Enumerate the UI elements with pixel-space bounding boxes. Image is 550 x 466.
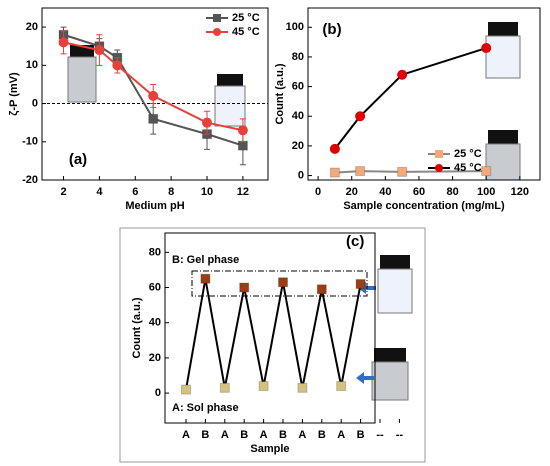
- marker: [148, 90, 159, 101]
- marker: [181, 384, 191, 395]
- x-tick-label: A: [182, 429, 190, 441]
- y-tick-label: 60: [149, 281, 161, 293]
- marker: [329, 143, 340, 154]
- x-tick-label: 12: [237, 186, 249, 198]
- y-tick-label: -20: [22, 174, 38, 186]
- marker: [481, 43, 492, 54]
- x-tick-label: A: [298, 429, 306, 441]
- x-tick-label: 8: [168, 186, 174, 198]
- series-line: [63, 41, 244, 132]
- x-tick-label: A: [260, 429, 268, 441]
- marker: [355, 166, 366, 177]
- marker: [219, 382, 230, 393]
- legend-label: 45 °C: [454, 162, 482, 174]
- legend-label: 25 °C: [232, 12, 260, 24]
- x-tick-label: 100: [477, 186, 495, 198]
- marker: [397, 69, 408, 80]
- x-tick-label: 0: [315, 186, 321, 198]
- legend-label: 25 °C: [454, 148, 482, 160]
- plot-frame: [41, 7, 269, 181]
- marker: [258, 381, 269, 392]
- x-tick-label: 80: [446, 186, 458, 198]
- marker: [336, 381, 347, 392]
- marker: [355, 111, 366, 122]
- y-tick-label: 40: [292, 110, 304, 122]
- marker: [278, 277, 288, 288]
- y-tick-label: 80: [149, 246, 161, 258]
- y-tick-label: 60: [292, 80, 304, 92]
- x-tick-label: B: [357, 429, 365, 441]
- plot-frame: [307, 7, 541, 181]
- x-tick-label: B: [240, 429, 248, 441]
- x-tick-label: 40: [379, 186, 391, 198]
- annotation: B: Gel phase: [172, 254, 239, 266]
- annotation: A: Sol phase: [172, 402, 239, 414]
- x-tick-label: 60: [413, 186, 425, 198]
- panel-border: [119, 227, 426, 463]
- y-tick-label: 20: [149, 352, 161, 364]
- x-tick-label: B: [201, 429, 209, 441]
- marker: [148, 113, 159, 124]
- marker: [237, 140, 248, 151]
- x-axis-label: Medium pH: [125, 200, 184, 212]
- marker: [355, 279, 366, 290]
- x-tick-label: 120: [511, 186, 529, 198]
- vial-image: [67, 22, 521, 401]
- y-tick-label: -10: [22, 136, 38, 148]
- legend-label: 45 °C: [232, 26, 260, 38]
- annotation: (c): [346, 233, 364, 250]
- marker: [202, 117, 213, 128]
- y-tick-label: 0: [298, 169, 304, 181]
- x-tick-label: A: [221, 429, 229, 441]
- y-tick-label: 20: [26, 21, 38, 33]
- y-tick-label: 80: [292, 51, 304, 63]
- plot-frame: [164, 232, 376, 424]
- marker: [239, 282, 250, 293]
- marker: [237, 125, 248, 136]
- x-tick-label: A: [337, 429, 345, 441]
- marker: [329, 167, 340, 178]
- marker: [58, 37, 69, 48]
- series-line: [334, 47, 487, 150]
- marker: [316, 284, 327, 295]
- y-tick-label: 10: [26, 59, 38, 71]
- series-line: [63, 33, 244, 147]
- x-axis-label: Sample: [250, 443, 289, 455]
- y-tick-label: 0: [32, 97, 38, 109]
- annotation: (b): [322, 21, 341, 38]
- annotation: (a): [69, 151, 87, 168]
- marker: [297, 382, 308, 393]
- y-axis-label: Count (a.u.): [131, 297, 143, 358]
- y-tick-label: 0: [155, 387, 161, 399]
- x-tick-label: 6: [132, 186, 138, 198]
- x-tick-label: 20: [346, 186, 358, 198]
- x-tick-label: 4: [96, 186, 103, 198]
- x-tick-label: 10: [201, 186, 213, 198]
- y-axis-label: Count (a.u.): [274, 63, 286, 124]
- marker: [481, 166, 492, 177]
- series-line: [334, 170, 487, 174]
- y-tick-label: 100: [286, 21, 304, 33]
- marker: [112, 60, 123, 71]
- y-tick-label: 40: [149, 317, 161, 329]
- y-tick-label: 20: [292, 140, 304, 152]
- x-tick-label: --: [376, 429, 384, 441]
- x-tick-label: B: [279, 429, 287, 441]
- legend-marker: [435, 164, 443, 172]
- legend-marker: [435, 150, 443, 158]
- x-axis-label: Sample concentration (mg/mL): [343, 200, 505, 212]
- y-axis-label: ζ-P (mV): [8, 72, 20, 116]
- legend-marker: [213, 28, 221, 36]
- marker: [94, 45, 105, 56]
- x-tick-label: --: [396, 429, 404, 441]
- x-tick-label: 2: [60, 186, 66, 198]
- legend-marker: [213, 14, 221, 22]
- series-line: [185, 278, 362, 390]
- marker: [397, 166, 408, 177]
- x-tick-label: B: [318, 429, 326, 441]
- marker: [200, 273, 211, 284]
